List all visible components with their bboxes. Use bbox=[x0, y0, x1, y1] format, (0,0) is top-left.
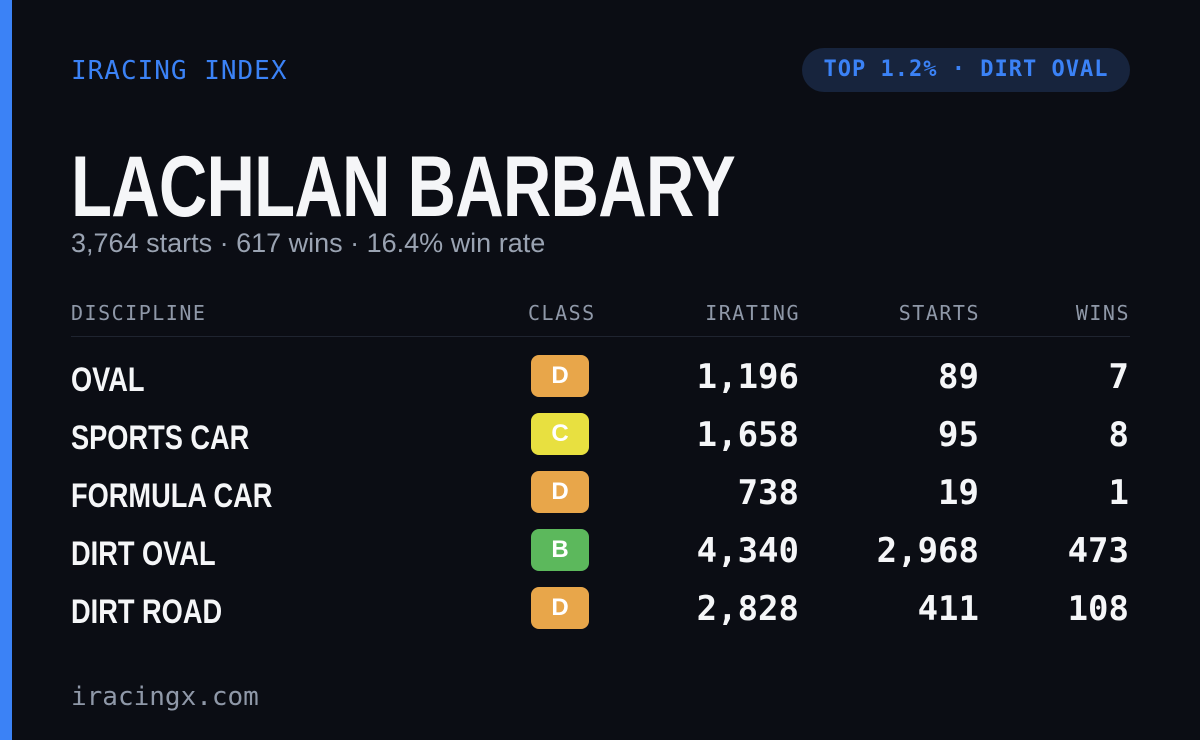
class-badge: C bbox=[531, 413, 589, 455]
summary: 3,764 starts · 617 wins · 16.4% win rate bbox=[71, 228, 546, 258]
irating: 738 bbox=[737, 473, 799, 513]
irating: 1,196 bbox=[696, 357, 799, 397]
badge: TOP 1.2% · DIRT OVAL bbox=[802, 48, 1130, 92]
class-badge: B bbox=[531, 529, 589, 571]
starts: 2,968 bbox=[876, 531, 979, 571]
starts: 411 bbox=[917, 589, 979, 629]
discipline: DIRT OVAL bbox=[71, 535, 216, 573]
wins: 7 bbox=[1108, 357, 1129, 397]
discipline: FORMULA CAR bbox=[71, 477, 273, 515]
column-header: WINS bbox=[1075, 301, 1130, 325]
class-badge: D bbox=[531, 587, 589, 629]
starts: 19 bbox=[938, 473, 979, 513]
column-header: DISCIPLINE bbox=[71, 301, 207, 325]
irating: 4,340 bbox=[696, 531, 799, 571]
discipline: DIRT ROAD bbox=[71, 593, 223, 631]
wins: 473 bbox=[1067, 531, 1129, 571]
irating: 1,658 bbox=[696, 415, 799, 455]
starts: 95 bbox=[938, 415, 979, 455]
starts: 89 bbox=[938, 357, 979, 397]
discipline: SPORTS CAR bbox=[71, 419, 250, 457]
divider bbox=[71, 336, 1130, 337]
class-badge: D bbox=[531, 355, 589, 397]
irating: 2,828 bbox=[696, 589, 799, 629]
accent-bar bbox=[0, 0, 12, 740]
brand: IRACING INDEX bbox=[71, 56, 288, 86]
discipline: OVAL bbox=[71, 361, 145, 399]
wins: 8 bbox=[1108, 415, 1129, 455]
class-badge: D bbox=[531, 471, 589, 513]
driver-name: LACHLAN BARBARY bbox=[71, 139, 736, 235]
column-header: STARTS bbox=[898, 301, 980, 325]
wins: 1 bbox=[1108, 473, 1129, 513]
column-header: CLASS bbox=[528, 301, 596, 325]
column-header: IRATING bbox=[705, 301, 800, 325]
wins: 108 bbox=[1067, 589, 1129, 629]
footer: iracingx.com bbox=[71, 682, 259, 712]
